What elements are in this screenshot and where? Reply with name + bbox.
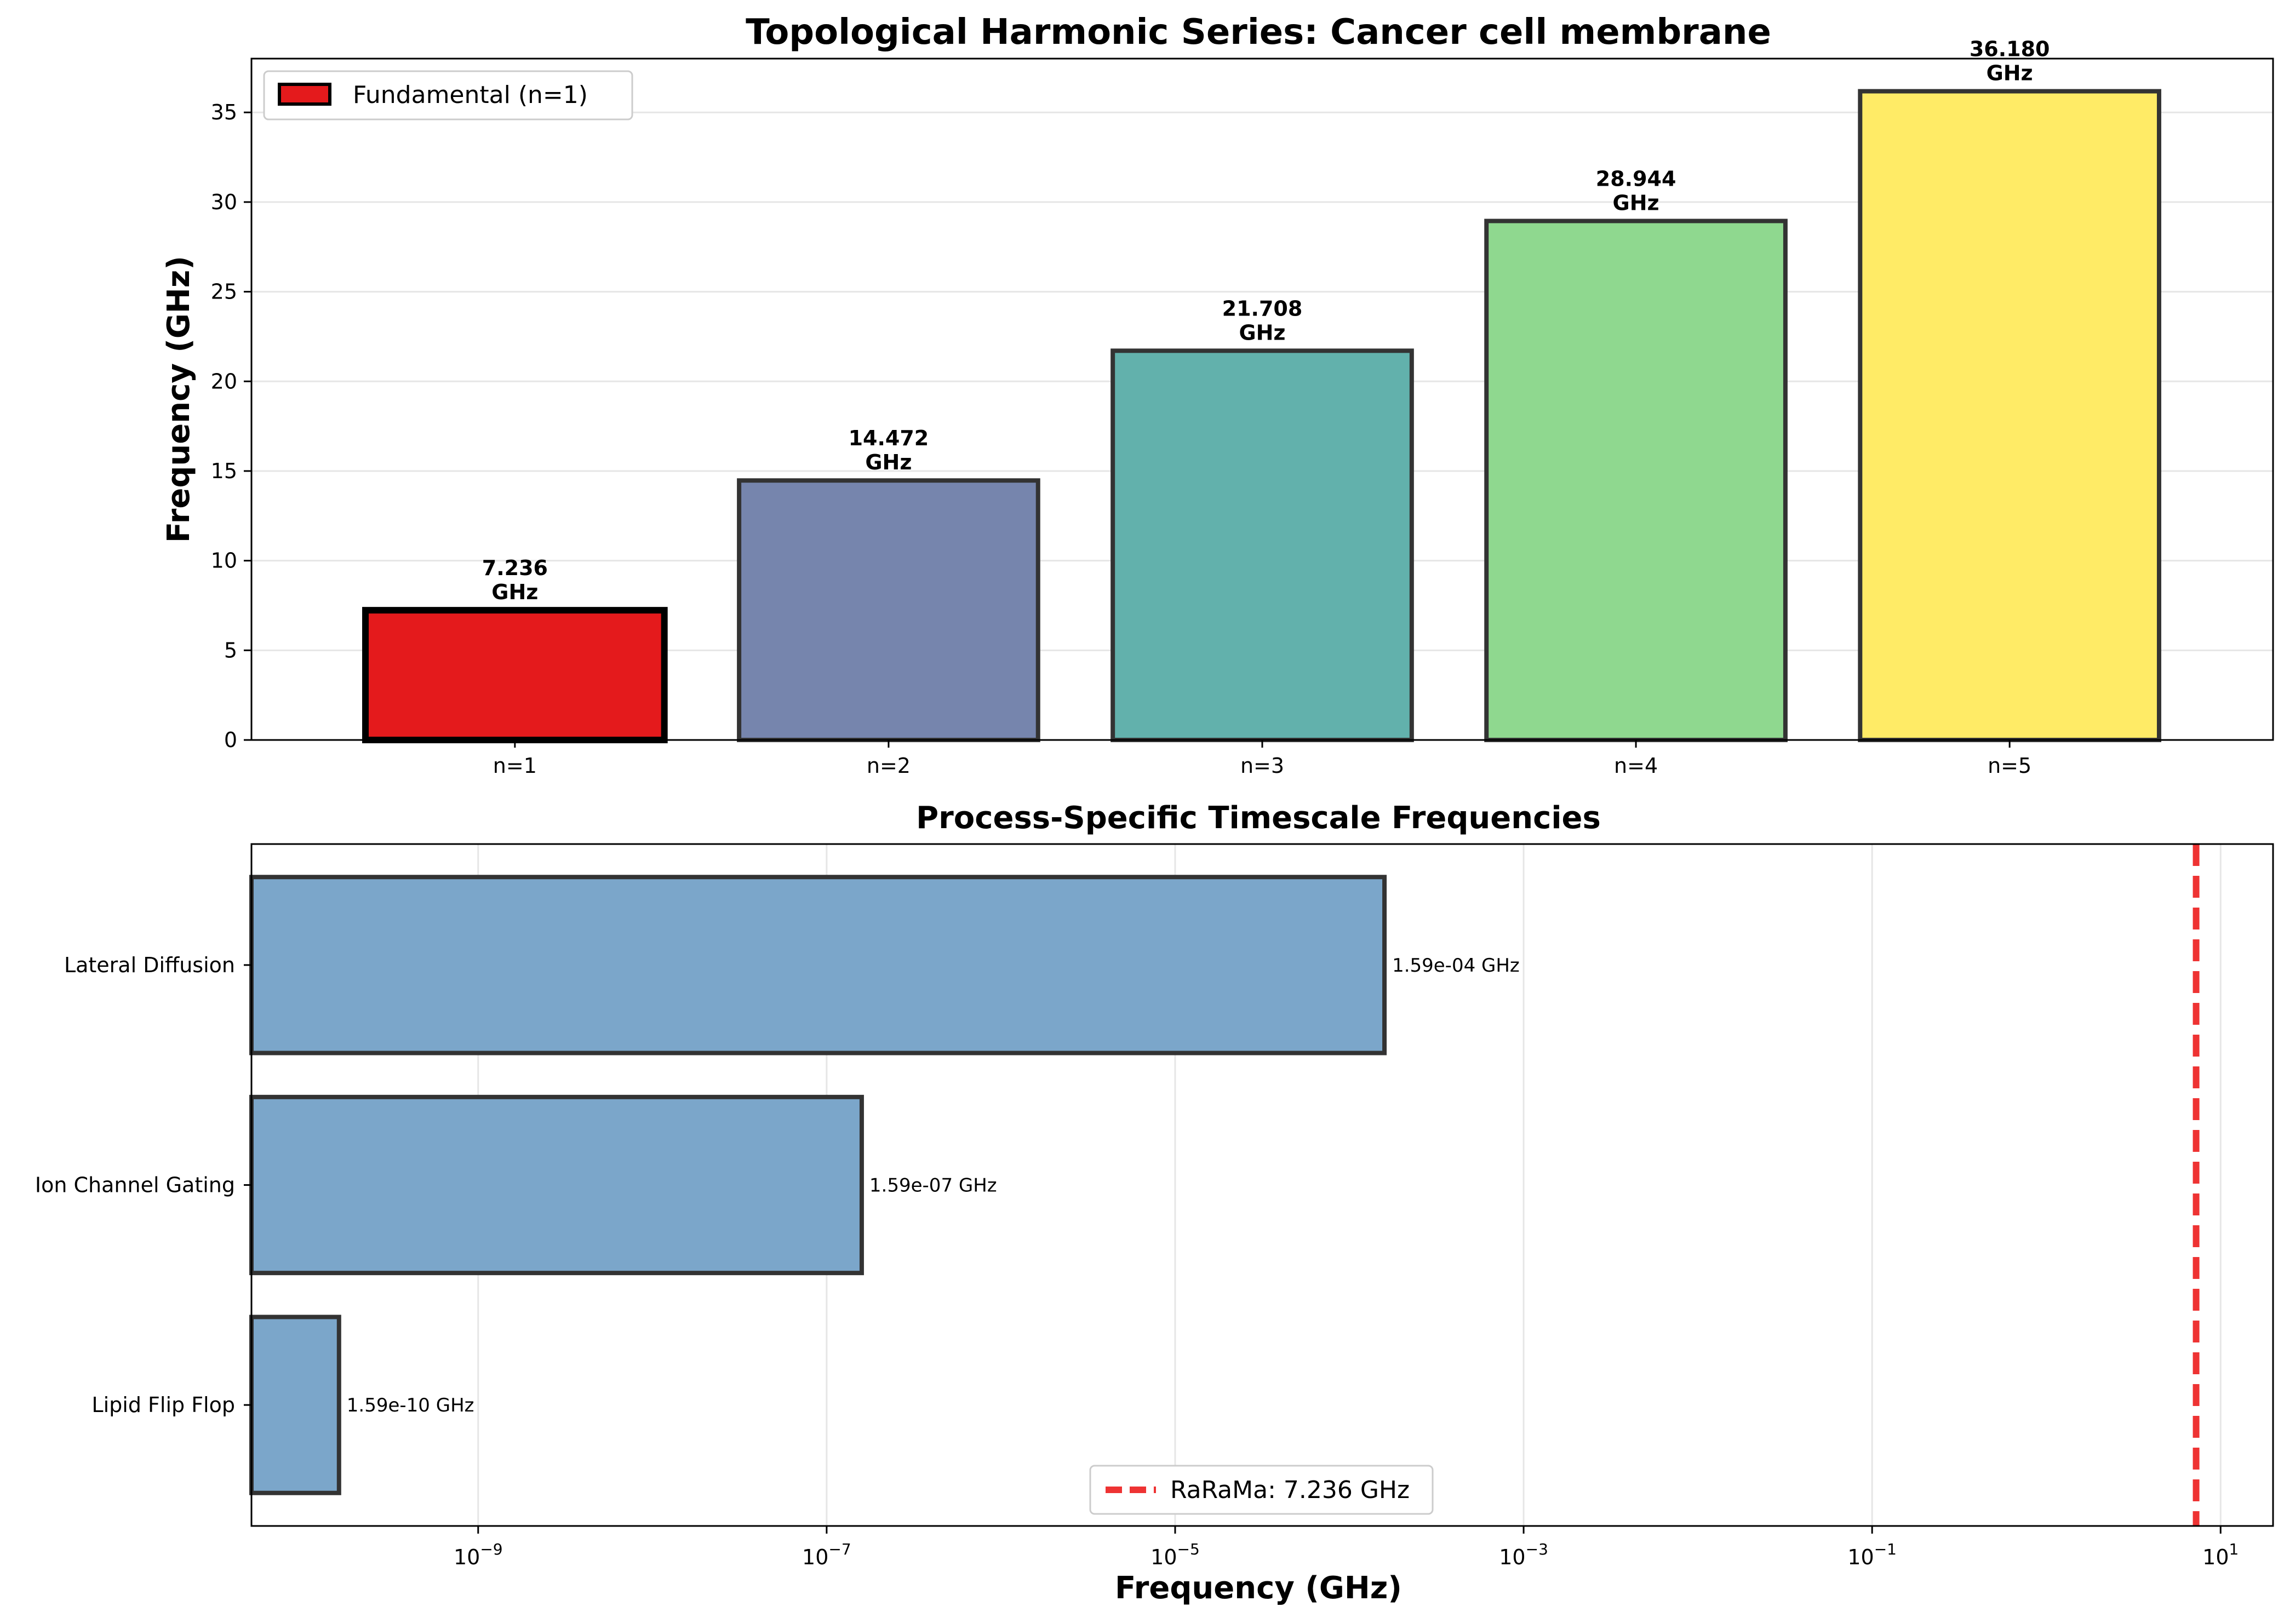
x-tick-label: n=1 [493,754,537,778]
timescale-bar-chart: Process-Specific Timescale Frequencies 1… [35,800,2274,1606]
bar-value-label: 36.180 [1970,37,2050,61]
legend-frame [1089,1465,1434,1515]
x-tick-label: 10−1 [1847,1540,1897,1569]
x-tick-label: 10−7 [802,1540,851,1569]
legend: RaRaMa: 7.236 GHz [1089,1465,1434,1515]
bar-value-label: 7.236 [482,556,548,580]
bar [362,607,668,743]
bar [249,1094,864,1276]
y-tick-label: 5 [224,638,237,662]
y-tick-label: Ion Channel Gating [35,1173,235,1197]
bar-unit-label: GHz [1613,191,1659,215]
bar-value-label: 21.708 [1222,296,1303,320]
bar [737,478,1040,742]
bar-value-label: 1.59e-07 GHz [869,1175,997,1197]
x-tick-label: n=4 [1614,754,1658,778]
bar-unit-label: GHz [1239,320,1285,345]
y-tick-label: 10 [211,549,237,573]
x-tick-label: n=3 [1240,754,1284,778]
y-tick-label: Lipid Flip Flop [91,1393,235,1417]
x-tick-label: 10−5 [1150,1540,1200,1569]
chart-title: Process-Specific Timescale Frequencies [916,800,1601,836]
x-tick-label: n=5 [1988,754,2031,778]
bar [249,1315,341,1495]
y-axis-label: Frequency (GHz) [161,256,197,543]
y-tick-label: 35 [211,100,237,124]
x-axis-label: Frequency (GHz) [1115,1570,1402,1606]
legend-swatch [278,83,331,106]
bar [249,875,1387,1055]
y-tick-label: Lateral Diffusion [64,953,235,977]
bar-unit-label: GHz [1987,61,2033,85]
x-tick-label: n=2 [867,754,911,778]
bar-value-label: 1.59e-04 GHz [1392,955,1520,977]
y-tick-label: 25 [211,280,237,304]
legend: Fundamental (n=1) [263,70,633,120]
y-tick-label: 0 [224,728,237,752]
bar-value-label: 28.944 [1596,167,1676,191]
chart-title: Topological Harmonic Series: Cancer cell… [746,12,1771,53]
bar [1858,89,2161,742]
bar [1110,348,1414,742]
bar [1484,219,1788,742]
x-tick-label: 10−9 [454,1540,503,1569]
y-tick-label: 15 [211,459,237,483]
legend-frame [263,70,633,120]
y-tick-label: 30 [211,190,237,214]
legend-label: Fundamental (n=1) [353,81,588,109]
bar-value-label: 1.59e-10 GHz [347,1395,474,1416]
bar-unit-label: GHz [865,450,912,474]
bar-unit-label: GHz [491,580,538,604]
bar-value-label: 14.472 [849,426,929,450]
legend-label: RaRaMa: 7.236 GHz [1170,1476,1410,1504]
x-tick-label: 10−3 [1499,1540,1548,1569]
x-tick-label: 101 [2202,1540,2239,1569]
y-tick-label: 20 [211,369,237,393]
harmonic-bar-chart: Topological Harmonic Series: Cancer cell… [161,12,2274,778]
